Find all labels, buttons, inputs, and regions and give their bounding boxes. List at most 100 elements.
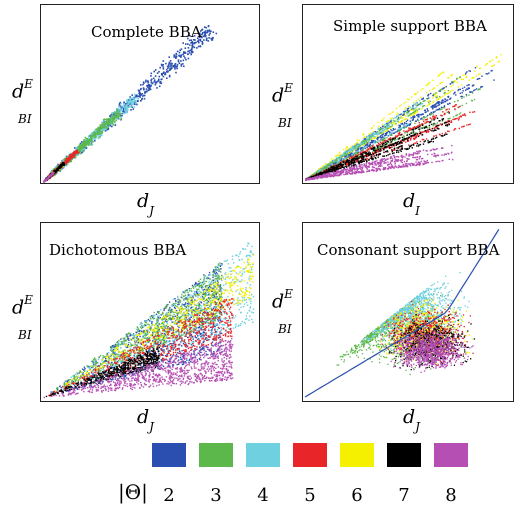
scatter-point [431,106,434,108]
scatter-point [75,155,77,157]
scatter-point [369,148,372,150]
scatter-point [71,156,74,159]
scatter-point [414,102,417,104]
scatter-point [415,135,418,138]
scatter-point [334,166,336,169]
scatter-point [345,154,347,156]
scatter-point [85,147,87,149]
scatter-point [486,63,489,65]
scatter-point [351,150,354,152]
scatter-point [327,169,330,172]
scatter-point [130,100,133,102]
scatter-point [453,129,455,131]
scatter-point [102,127,104,130]
scatter-point [363,140,365,142]
scatter-point [391,125,393,127]
scatter-point [121,109,123,111]
scatter-point [330,167,332,169]
scatter-point [397,117,400,119]
scatter-point [391,140,393,143]
scatter-point [421,98,423,100]
scatter-point [203,32,206,34]
scatter-point [427,131,429,133]
scatter-point [145,90,147,93]
scatter-point [211,39,213,41]
scatter-point [434,106,436,108]
scatter-point [121,107,123,110]
scatter-point [391,134,393,136]
scatter-point [166,71,168,73]
scatter-point [201,33,203,35]
scatter-point [147,81,150,84]
scatter-point [366,153,368,155]
scatter-point [386,146,388,148]
scatter-point [377,154,379,156]
scatter-point [476,65,478,67]
scatter-point [380,119,383,122]
scatter-point [148,87,150,89]
scatter-point [346,150,348,152]
scatter-point [469,70,471,72]
scatter-point [471,99,473,102]
scatter-point [381,130,384,132]
scatter-point [449,91,451,93]
scatter-point [351,147,353,150]
scatter-point [199,34,202,36]
scatter-point [366,149,368,151]
scatter-point [403,112,406,114]
scatter-point [363,138,366,140]
scatter-point [420,96,422,98]
scatter-point [335,168,337,170]
scatter-point [387,120,389,122]
scatter-point [414,107,416,109]
scatter-point [373,133,375,135]
scatter-point [56,165,59,168]
scatter-point [378,136,380,139]
scatter-point [150,82,153,84]
scatter-point [493,64,495,66]
scatter-point [478,77,481,80]
scatter-point [381,125,384,128]
scatter-point [459,88,461,91]
scatter-point [398,145,400,148]
scatter-point [436,95,438,97]
scatter-point [106,123,109,126]
scatter-point [414,110,416,113]
scatter-point [153,79,156,81]
scatter-point [389,147,391,149]
scatter-point [443,105,446,107]
scatter-point [148,85,150,87]
scatter-point [333,169,335,171]
scatter-point [69,154,71,157]
scatter-point [174,65,176,67]
scatter-point [469,91,472,93]
scatter-point [375,151,378,154]
scatter-point [337,161,339,163]
scatter-point [463,113,466,115]
scatter-point [389,132,391,135]
scatter-point [81,141,83,143]
scatter-point [119,114,122,117]
scatter-point [113,111,116,113]
scatter-point [342,148,345,151]
scatter-point [97,136,100,138]
scatter-point [395,117,397,119]
scatter-point [68,160,70,162]
scatter-point [425,131,428,134]
scatter-point [124,103,127,105]
scatter-point [371,134,373,136]
scatter-point [408,98,410,101]
scatter-point [485,73,487,75]
scatter-point [406,133,409,135]
scatter-point [175,53,178,56]
scatter-point [109,120,112,122]
scatter-point [88,139,91,141]
scatter-point [402,127,405,129]
scatter-point [317,172,319,174]
scatter-point [445,85,447,88]
scatter-point [190,53,192,56]
scatter-point [374,148,377,151]
scatter-point [426,127,428,129]
scatter-point [109,116,112,119]
scatter-point [468,79,470,81]
